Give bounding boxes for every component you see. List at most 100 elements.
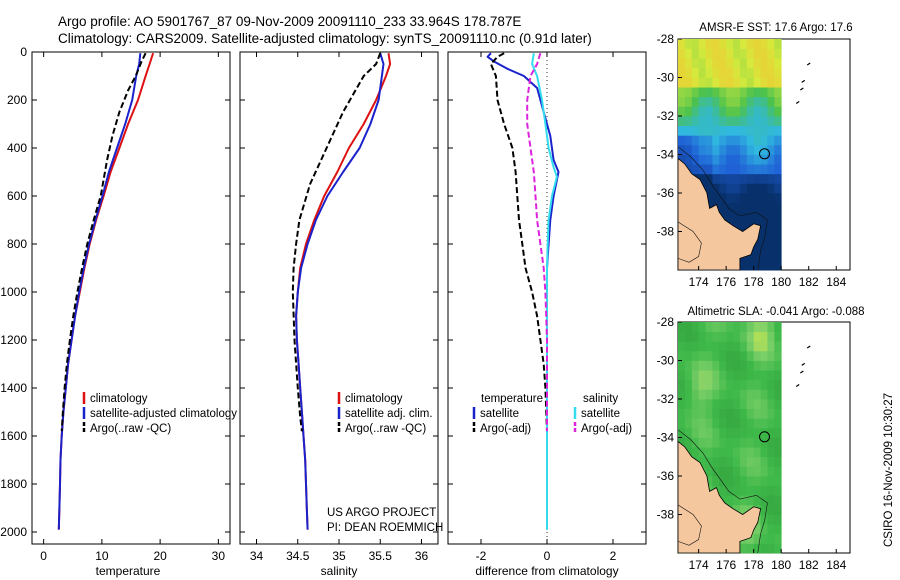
island-mark [801, 362, 806, 366]
depth-tick-label: 200 [7, 93, 27, 107]
lon-tick-label: 180 [771, 275, 791, 289]
legend-argo: Argo(..raw -QC) [90, 423, 171, 435]
bathymetry-contour [677, 504, 702, 546]
x-tick-label: 34.5 [286, 549, 310, 563]
lon-tick-label: 182 [799, 275, 819, 289]
x-tick-label: 0 [544, 549, 551, 563]
temperature-axis-label: temperature [96, 564, 161, 578]
series-argo-raw-qc [60, 52, 147, 432]
lon-tick-label: 176 [716, 275, 736, 289]
legend-temp-argo: Argo(-adj) [480, 423, 531, 435]
x-tick-label: 30 [212, 549, 226, 563]
sst-map-title: AMSR-E SST: 17.6 Argo: 17.6 [699, 22, 852, 34]
series-temperature-argo-adj [489, 52, 548, 432]
lat-tick-label: -36 [657, 186, 675, 200]
island-mark [800, 370, 804, 374]
lat-tick-label: -32 [657, 109, 675, 123]
header-line-1: Argo profile: AO 5901767_87 09-Nov-2009 … [58, 14, 522, 29]
sla-map-title: Altimetric SLA: -0.041 Argo: -0.088 [687, 306, 864, 318]
temperature-plot: 0 10 20 30 0 200 400 600 800 1000 1200 1400 1600 1800… [0, 45, 230, 563]
x-tick-label: 35.5 [369, 549, 393, 563]
depth-tick-label: 400 [7, 141, 27, 155]
lat-tick-label: -30 [657, 354, 675, 368]
depth-tick-label: 600 [7, 189, 27, 203]
bathymetry-contour [677, 146, 768, 271]
lon-tick-label: 178 [744, 275, 764, 289]
series-argo-raw-qc [291, 52, 382, 432]
series-satellite-adjusted-climatology [57, 53, 142, 530]
argo-float-position [759, 431, 770, 443]
credit-project: US ARGO PROJECT [327, 507, 436, 519]
x-tick-label: 10 [95, 549, 109, 563]
island-mark [800, 87, 804, 91]
temperature-panel-frame [31, 51, 231, 545]
difference-axis-label: difference from climatology [475, 564, 618, 578]
island-mark [806, 345, 811, 349]
depth-tick-label: 1000 [0, 285, 27, 299]
series-salinity-argo-adj [526, 52, 548, 432]
lon-tick-label: 180 [771, 558, 791, 572]
depth-tick-label: 0 [20, 45, 27, 59]
island-mark [801, 79, 806, 83]
x-tick-label: 36 [415, 549, 429, 563]
lat-tick-label: -34 [657, 431, 675, 445]
x-tick-label: 35 [332, 549, 346, 563]
x-tick-label: 2 [610, 549, 617, 563]
temperature-legend: climatology satellite-adjusted climatolo… [82, 392, 237, 435]
x-tick-label: -2 [476, 549, 487, 563]
lon-tick-label: 182 [799, 558, 819, 572]
legend-climatology: climatology [90, 393, 148, 405]
legend-sal-satellite: satellite [581, 408, 620, 420]
north-island-land [677, 440, 762, 554]
lon-tick-label: 178 [744, 558, 764, 572]
depth-tick-label: 1600 [0, 429, 27, 443]
legend-argo: Argo(..raw -QC) [345, 423, 426, 435]
depth-tick-label: 800 [7, 237, 27, 251]
credit-pi: PI: DEAN ROEMMICH [327, 522, 443, 534]
depth-tick-label: 1400 [0, 381, 27, 395]
x-tick-label: 20 [153, 549, 167, 563]
difference-legend: temperature satellite Argo(-adj) salinit… [472, 393, 632, 435]
lat-tick-label: -34 [657, 148, 675, 162]
sla-map: 174 176 178 180 182 184 -28 -30 -32 -34 -36 -38 [657, 315, 851, 572]
depth-tick-label: 2000 [0, 525, 27, 539]
lat-tick-label: -32 [657, 392, 675, 406]
depth-tick-label: 1200 [0, 333, 27, 347]
series-satellite-adj-clim [295, 52, 385, 530]
legend-satellite-adjusted: satellite-adjusted climatology [90, 408, 237, 420]
island-mark [795, 384, 800, 388]
lat-tick-label: -38 [657, 225, 675, 239]
legend-sal-argo: Argo(-adj) [581, 423, 632, 435]
lon-tick-label: 184 [826, 558, 846, 572]
lat-tick-label: -28 [657, 32, 675, 46]
difference-plot: -2 0 2 [448, 51, 646, 563]
lat-tick-label: -38 [657, 508, 675, 522]
legend-temperature-heading: temperature [481, 393, 543, 405]
timestamp-stamp: CSIRO 16-Nov-2009 10:30:27 [883, 393, 895, 547]
salinity-axis-label: salinity [321, 564, 358, 578]
legend-climatology: climatology [345, 393, 403, 405]
depth-tick-label: 1800 [0, 477, 27, 491]
lat-tick-label: -28 [657, 315, 675, 329]
north-island-land [677, 157, 762, 271]
bathymetry-contour [677, 221, 702, 263]
legend-salinity-heading: salinity [583, 393, 618, 405]
map-data-field [678, 39, 782, 271]
argo-float-position [759, 148, 770, 160]
header-line-2: Climatology: CARS2009. Satellite-adjuste… [58, 31, 592, 46]
lon-tick-label: 174 [689, 275, 709, 289]
legend-satellite-adj: satellite adj. clim. [345, 408, 433, 420]
lat-tick-label: -36 [657, 469, 675, 483]
island-mark [795, 101, 800, 105]
x-tick-label: 34 [250, 549, 264, 563]
salinity-panel-frame [239, 51, 439, 545]
island-mark [806, 62, 811, 66]
sst-map: 174 176 178 180 182 184 -28 -30 -32 -34 -36 -38 [657, 32, 851, 289]
lon-tick-label: 174 [689, 558, 709, 572]
legend-temp-satellite: satellite [480, 408, 519, 420]
salinity-plot: 34 34.5 35 35.5 36 [240, 51, 438, 563]
x-tick-label: 0 [40, 549, 47, 563]
lon-tick-label: 184 [826, 275, 846, 289]
